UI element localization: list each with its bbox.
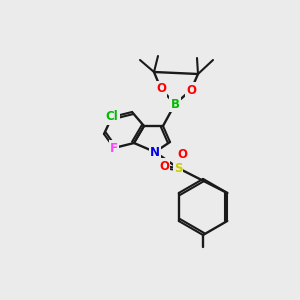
Text: O: O <box>159 160 169 172</box>
Text: O: O <box>177 148 187 160</box>
Text: O: O <box>156 82 166 95</box>
Text: Cl: Cl <box>106 110 118 124</box>
Text: O: O <box>186 83 196 97</box>
Text: B: B <box>170 98 179 110</box>
Text: S: S <box>174 161 182 175</box>
Text: F: F <box>110 142 118 154</box>
Text: N: N <box>150 146 160 158</box>
